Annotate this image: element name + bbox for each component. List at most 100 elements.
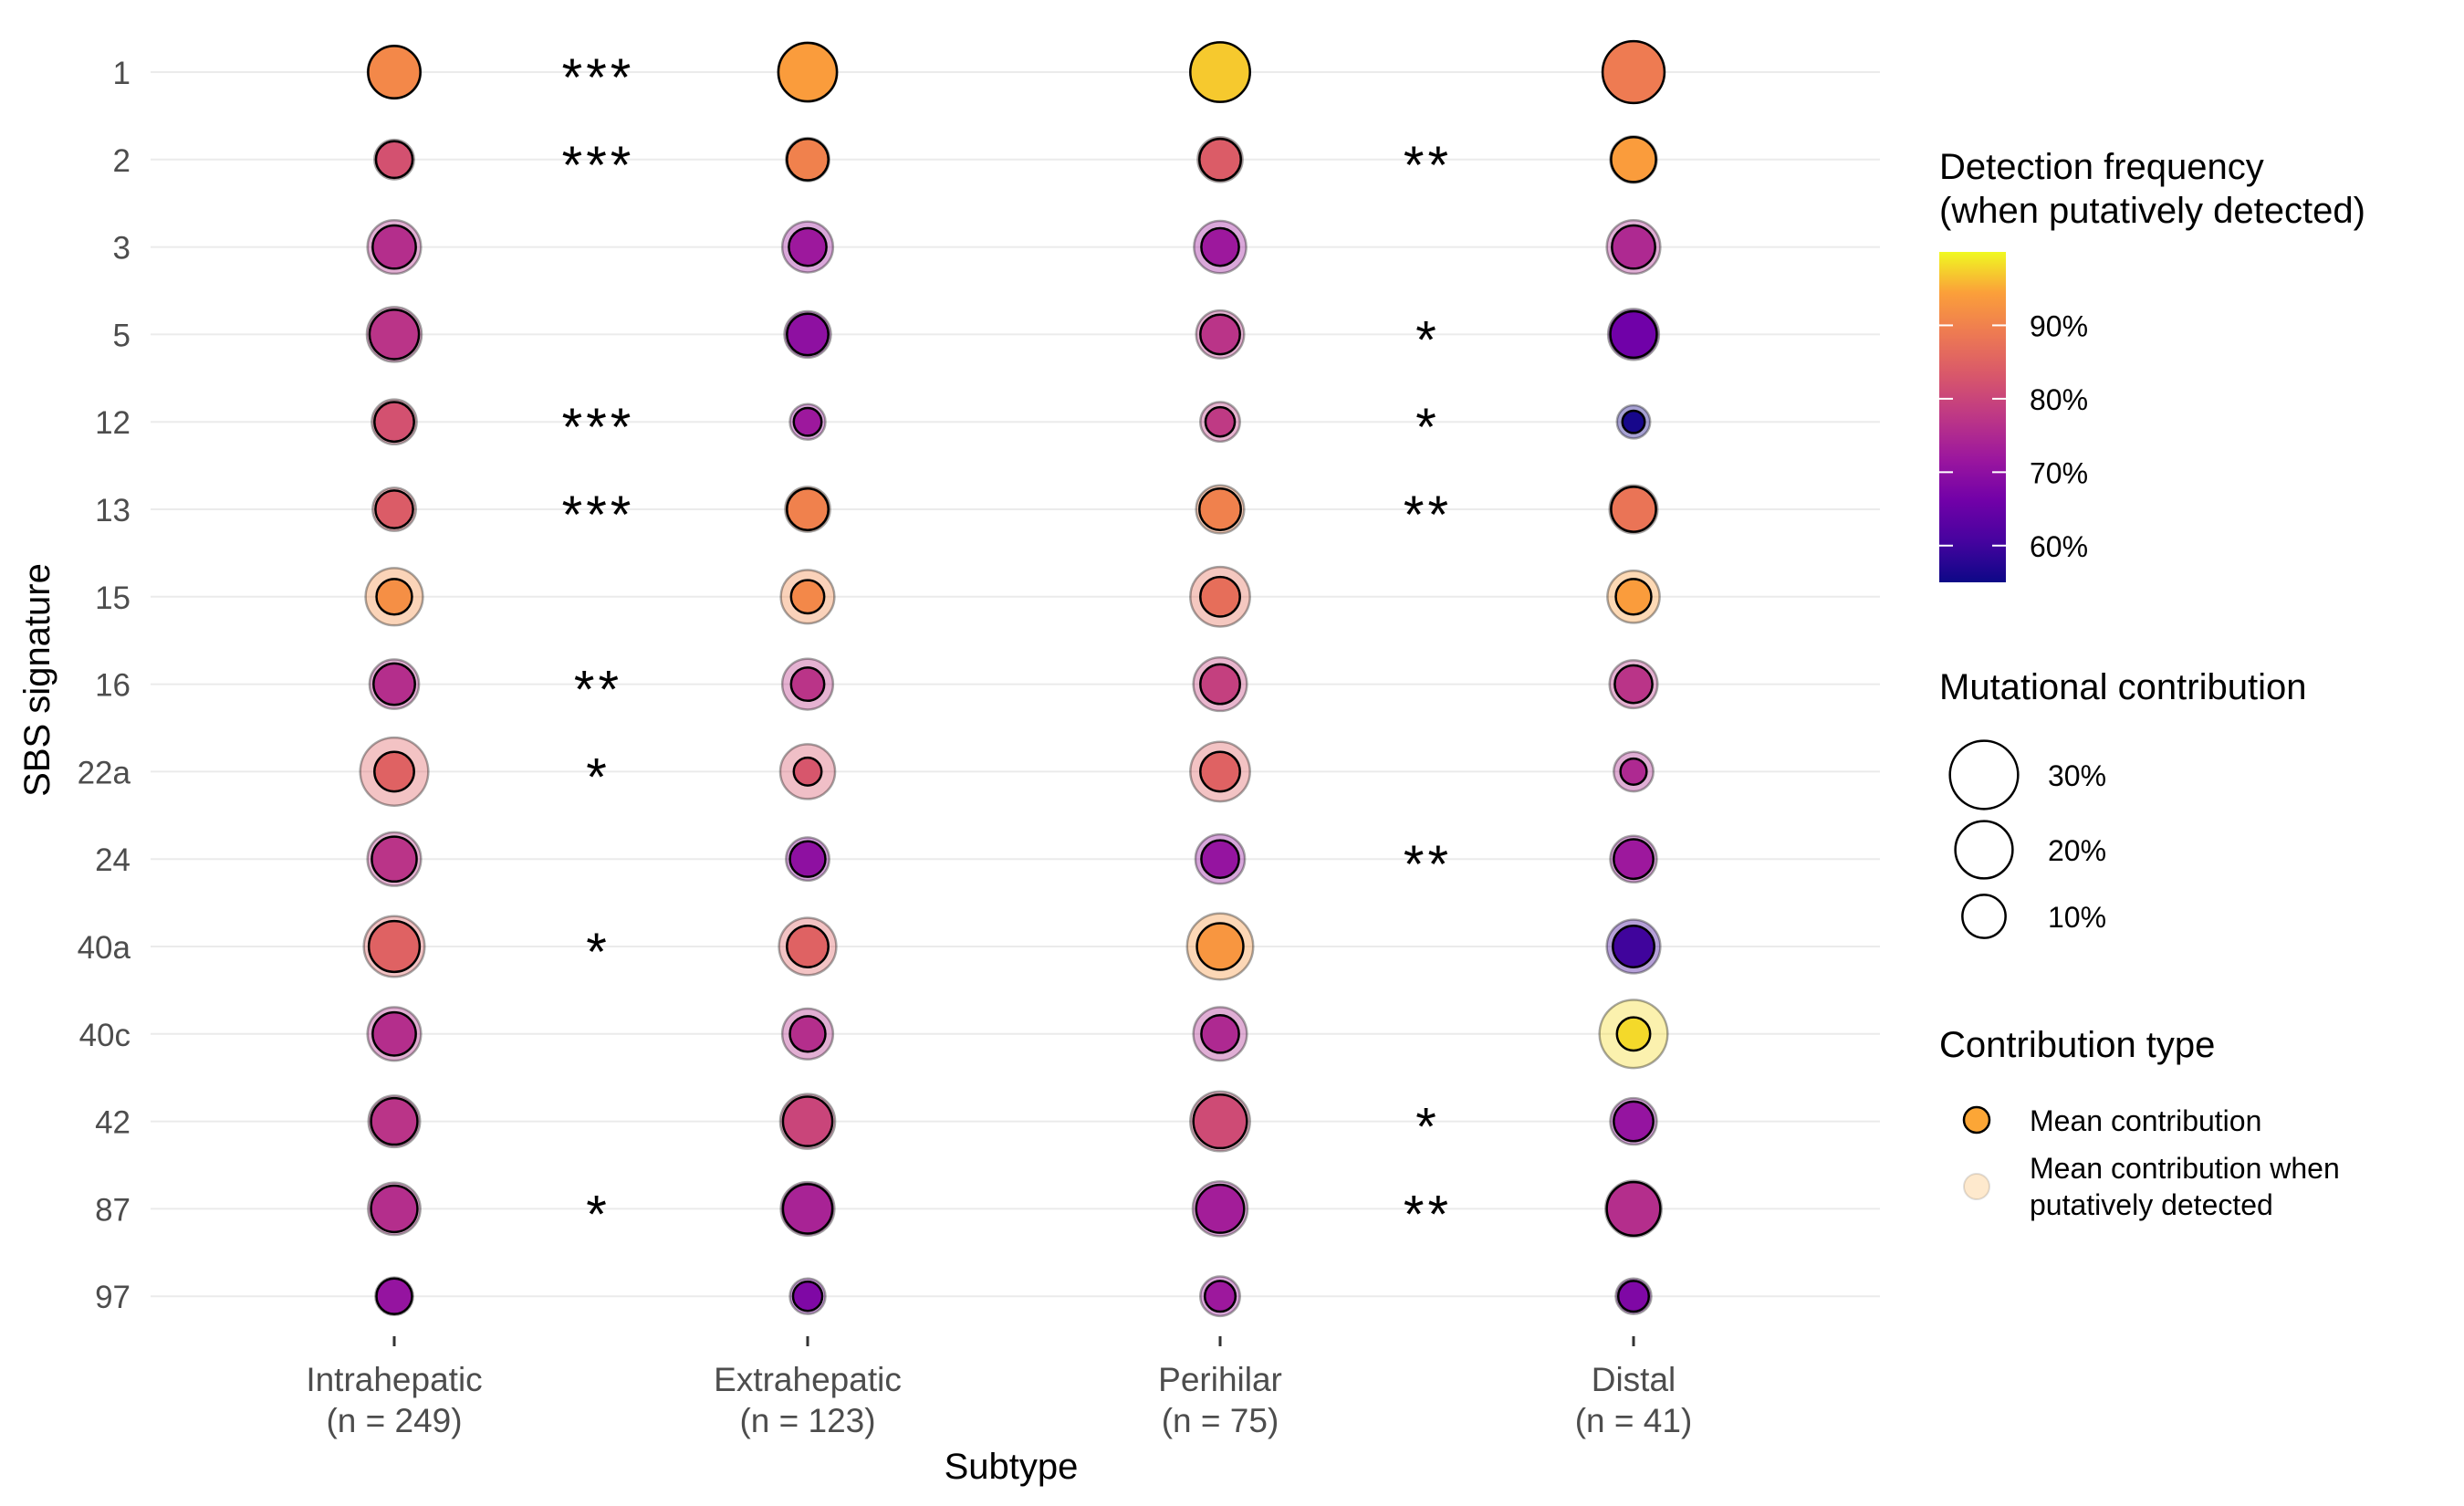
significance-marker: *** [562, 486, 635, 545]
color-tick-label: 90% [2030, 309, 2088, 342]
point-mean-intrahepatic-16 [372, 662, 416, 706]
size-legend-label: 10% [2048, 901, 2106, 934]
point-mean-perihilar-1 [1189, 41, 1251, 103]
significance-marker: ** [1404, 835, 1452, 894]
gridlines [151, 71, 1880, 1298]
point-mean-distal-1 [1601, 39, 1666, 105]
point-mean-perihilar-5 [1199, 313, 1241, 356]
y-tick-label: 5 [113, 318, 131, 353]
significance-marker: ** [1404, 1185, 1452, 1244]
point-mean-perihilar-16 [1199, 663, 1241, 706]
point-mean-perihilar-3 [1200, 226, 1240, 267]
size-legend-circle [1948, 739, 2020, 811]
point-mean-intrahepatic-5 [368, 309, 421, 361]
size-legend-circle [1961, 894, 2007, 939]
point-mean-distal-13 [1610, 486, 1657, 533]
point-mean-perihilar-12 [1204, 405, 1237, 438]
y-tick-label: 13 [95, 493, 131, 528]
significance-marker: * [1415, 310, 1440, 370]
point-mean-distal-16 [1613, 664, 1654, 705]
x-tick-label: Extrahepatic (n = 123) [714, 1361, 902, 1439]
point-mean-perihilar-87 [1195, 1183, 1246, 1234]
point-mean-intrahepatic-24 [371, 835, 418, 884]
point-mean-extrahepatic-16 [789, 666, 826, 703]
point-mean-intrahepatic-1 [367, 45, 422, 99]
point-mean-intrahepatic-13 [374, 489, 414, 529]
point-mean-extrahepatic-87 [781, 1183, 834, 1235]
point-mean-extrahepatic-24 [788, 840, 827, 878]
point-mean-intrahepatic-12 [373, 401, 415, 444]
y-tick-label: 22a [78, 755, 131, 790]
point-mean-extrahepatic-2 [786, 137, 830, 182]
type-legend-items: Mean contribution Mean contribution when p… [1962, 1104, 2340, 1221]
point-mean-extrahepatic-97 [791, 1280, 824, 1313]
y-tick-label: 16 [95, 668, 131, 704]
x-axis-title: Subtype [945, 1447, 1079, 1487]
color-legend-title: Detection frequency (when putatively dete… [1939, 147, 2365, 231]
data-points [359, 39, 1669, 1318]
point-mean-perihilar-13 [1198, 487, 1242, 531]
point-mean-distal-22a [1619, 757, 1648, 786]
y-tick-label: 24 [95, 842, 131, 878]
color-tick-label: 60% [2030, 530, 2088, 563]
significance-marker: ** [1404, 486, 1452, 545]
y-tick-label: 1 [113, 56, 131, 91]
point-mean-distal-40a [1612, 925, 1655, 968]
size-legend-title: Mutational contribution [1939, 667, 2306, 707]
point-mean-extrahepatic-22a [792, 756, 823, 787]
point-mean-perihilar-15 [1199, 575, 1241, 618]
point-mean-distal-2 [1610, 135, 1657, 183]
point-mean-extrahepatic-15 [789, 579, 826, 615]
significance-marker: *** [562, 136, 635, 195]
significance-marker: * [1415, 398, 1440, 457]
y-tick-label: 87 [95, 1192, 131, 1228]
point-mean-distal-3 [1611, 224, 1656, 270]
point-mean-perihilar-2 [1198, 137, 1242, 182]
size-legend-label: 30% [2048, 759, 2106, 792]
type-legend-detected-swatch [1963, 1173, 1990, 1200]
y-tick-label: 97 [95, 1280, 131, 1315]
point-mean-extrahepatic-42 [781, 1095, 834, 1147]
significance-marker: * [586, 923, 611, 982]
point-mean-intrahepatic-42 [370, 1096, 419, 1146]
y-tick-label: 3 [113, 231, 131, 267]
point-mean-distal-42 [1613, 1100, 1655, 1143]
point-mean-intrahepatic-40c [371, 1010, 417, 1057]
point-mean-extrahepatic-40c [788, 1015, 827, 1053]
significance-marker: ** [1404, 136, 1452, 195]
color-tick-label: 80% [2030, 383, 2088, 416]
y-tick-label: 40c [79, 1018, 131, 1053]
point-mean-extrahepatic-13 [786, 487, 830, 531]
y-tick-label: 2 [113, 143, 131, 179]
x-axis-ticks: Intrahepatic (n = 249) Extrahepatic (n = 12… [306, 1336, 1692, 1439]
point-mean-extrahepatic-3 [788, 226, 828, 267]
y-tick-label: 12 [95, 405, 131, 441]
point-mean-intrahepatic-87 [370, 1184, 419, 1234]
point-mean-perihilar-42 [1192, 1093, 1248, 1150]
point-mean-perihilar-97 [1203, 1280, 1237, 1313]
y-tick-label: 15 [95, 580, 131, 616]
point-mean-perihilar-40a [1195, 922, 1245, 971]
point-mean-extrahepatic-5 [786, 312, 830, 357]
point-mean-perihilar-24 [1200, 839, 1240, 880]
type-legend-title: Contribution type [1939, 1025, 2215, 1065]
point-mean-distal-15 [1614, 578, 1653, 616]
point-mean-perihilar-40c [1200, 1013, 1240, 1054]
point-mean-intrahepatic-15 [375, 578, 413, 616]
type-legend-mean-swatch [1962, 1105, 1991, 1135]
point-mean-distal-24 [1613, 838, 1655, 881]
y-tick-label: 40a [78, 930, 131, 966]
significance-marker: * [586, 1185, 611, 1244]
point-mean-intrahepatic-40a [367, 919, 422, 974]
point-mean-distal-5 [1609, 309, 1658, 360]
x-tick-label: Distal (n = 41) [1575, 1361, 1693, 1439]
point-mean-extrahepatic-12 [792, 406, 823, 437]
point-mean-intrahepatic-3 [371, 224, 417, 270]
point-mean-distal-12 [1621, 409, 1646, 434]
type-legend-label: Mean contribution when putatively detecte… [2030, 1152, 2340, 1221]
size-legend-items: 30% 20% 10% [1948, 739, 2106, 939]
point-mean-intrahepatic-97 [375, 1277, 413, 1315]
significance-marker: * [586, 748, 611, 807]
